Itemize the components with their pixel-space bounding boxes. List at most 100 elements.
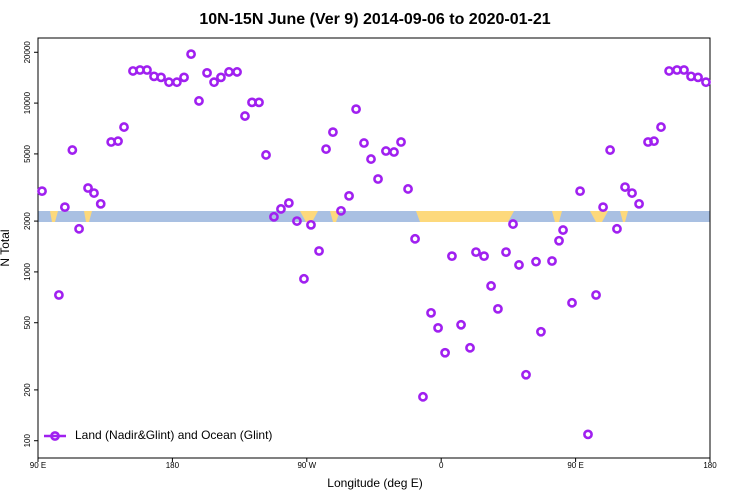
- point: [344, 190, 354, 201]
- point: [649, 136, 659, 147]
- legend-label: Land (Nadir&Glint) and Ocean (Glint): [75, 428, 272, 442]
- x-tick-label: 180: [166, 461, 180, 470]
- y-axis-label: N Total: [0, 229, 12, 266]
- point: [440, 347, 450, 358]
- point: [418, 391, 428, 402]
- point: [521, 369, 531, 380]
- point: [693, 72, 703, 83]
- point: [536, 326, 546, 337]
- y-tick-label: 10000: [23, 91, 32, 114]
- point: [373, 174, 383, 184]
- point: [59, 202, 70, 213]
- point: [575, 186, 585, 197]
- point: [254, 97, 264, 108]
- y-tick-label: 200: [23, 383, 32, 397]
- point: [328, 127, 338, 138]
- point: [299, 273, 309, 284]
- point: [67, 145, 78, 155]
- point: [701, 77, 711, 88]
- point: [202, 67, 212, 78]
- y-tick-label: 1000: [23, 262, 32, 280]
- point: [634, 198, 644, 209]
- x-tick-label: 90 W: [297, 461, 316, 470]
- point: [283, 198, 294, 208]
- legend-marker: [50, 431, 60, 441]
- point: [186, 49, 196, 60]
- y-tick-label: 5000: [23, 144, 32, 162]
- point: [664, 66, 674, 76]
- point: [171, 77, 182, 88]
- point: [179, 72, 189, 83]
- point: [583, 429, 593, 440]
- point: [156, 72, 166, 83]
- point: [366, 154, 376, 164]
- point: [119, 122, 129, 132]
- y-tick-label: 500: [23, 316, 32, 330]
- point: [389, 147, 399, 157]
- point: [164, 77, 174, 88]
- point: [306, 219, 316, 230]
- point: [276, 204, 286, 214]
- point: [351, 104, 361, 115]
- point: [209, 77, 219, 88]
- point: [605, 145, 615, 155]
- point: [142, 65, 152, 75]
- x-tick-label: 90 E: [30, 461, 46, 470]
- point: [627, 188, 637, 198]
- point: [479, 251, 489, 262]
- point: [194, 96, 204, 106]
- point: [113, 136, 123, 147]
- point: [74, 223, 84, 234]
- x-tick-label: 90 E: [567, 461, 583, 470]
- point: [514, 260, 524, 270]
- point: [83, 183, 93, 193]
- point: [508, 219, 518, 229]
- point: [216, 72, 226, 83]
- point: [620, 182, 630, 192]
- point: [591, 290, 601, 300]
- point: [567, 297, 577, 308]
- point: [456, 319, 466, 330]
- point: [410, 233, 420, 244]
- point: [261, 150, 271, 160]
- point: [547, 256, 557, 266]
- point: [89, 188, 99, 198]
- point: [321, 144, 331, 154]
- point: [554, 235, 564, 246]
- point: [598, 202, 608, 213]
- point: [656, 122, 666, 132]
- point: [433, 322, 443, 333]
- point: [314, 246, 324, 256]
- y-tick-label: 2000: [23, 212, 32, 230]
- point: [426, 307, 436, 318]
- point: [501, 247, 511, 258]
- y-tick-label: 100: [23, 433, 32, 447]
- point: [679, 65, 689, 75]
- point: [232, 67, 242, 77]
- point: [240, 111, 250, 121]
- x-tick-label: 0: [439, 461, 444, 470]
- y-tick-label: 20000: [23, 41, 32, 64]
- point: [531, 256, 541, 267]
- point: [403, 184, 413, 194]
- land-ocean-strip: [38, 211, 710, 222]
- point: [54, 290, 64, 300]
- point: [269, 211, 279, 222]
- point: [95, 198, 106, 209]
- point: [381, 146, 391, 156]
- point: [465, 342, 475, 353]
- x-tick-label: 180: [703, 461, 717, 470]
- point: [224, 67, 234, 77]
- x-axis-label: Longitude (deg E): [327, 476, 422, 490]
- plot-frame: [37, 37, 711, 459]
- point: [612, 223, 622, 234]
- point: [359, 138, 369, 148]
- point: [37, 186, 47, 197]
- chart-title: 10N-15N June (Ver 9) 2014-09-06 to 2020-…: [199, 11, 550, 28]
- point: [558, 225, 568, 235]
- point: [447, 251, 457, 262]
- point: [336, 205, 346, 216]
- point: [493, 303, 503, 314]
- point: [486, 281, 496, 291]
